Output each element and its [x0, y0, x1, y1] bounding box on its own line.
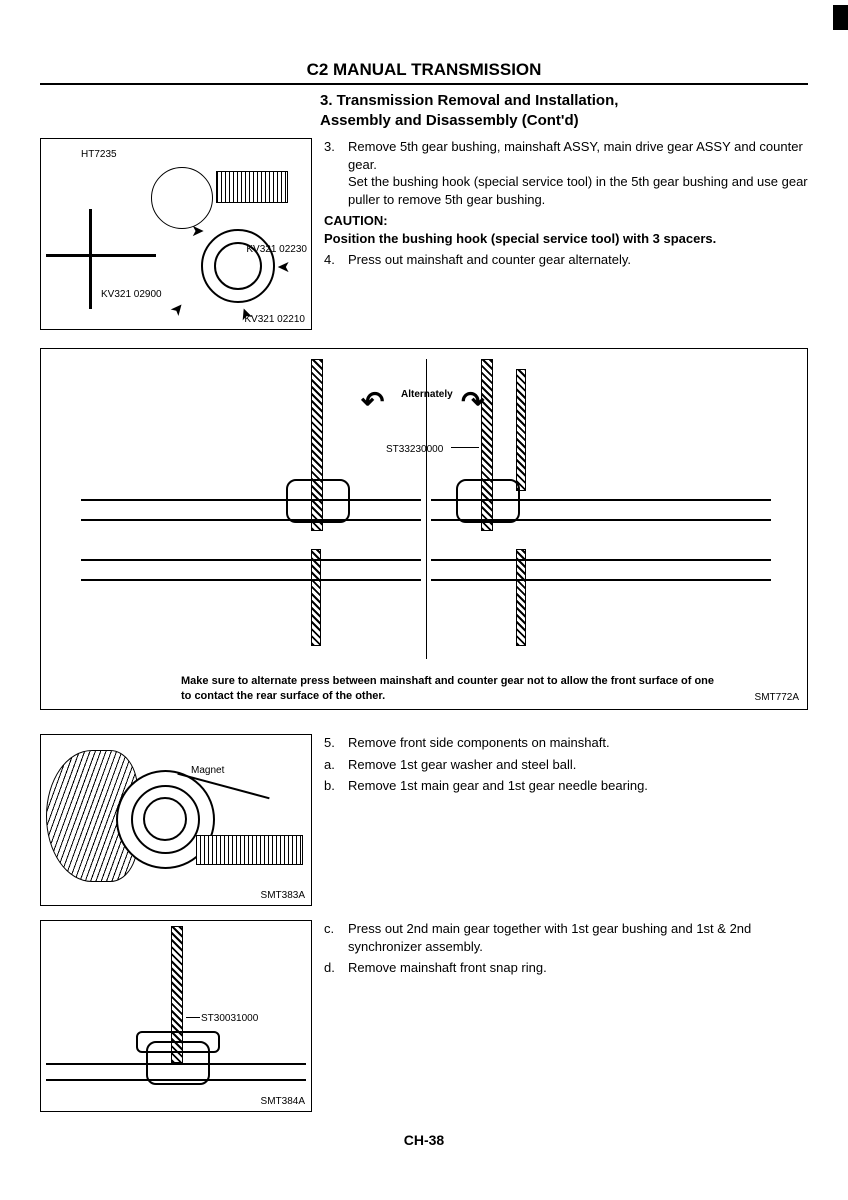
page: C2 MANUAL TRANSMISSION 3. Transmission R…: [0, 0, 848, 1178]
step-3-text2: Set the bushing hook (special service to…: [348, 174, 808, 207]
figure-1-schematic: HT7235 KV321 02230 KV321 02900 KV321 022…: [41, 139, 311, 329]
figure-4: ST30031000 SMT384A: [40, 920, 312, 1112]
case-line-top-l: [81, 499, 421, 501]
step-3-text1: Remove 5th gear bushing, mainshaft ASSY,…: [348, 139, 803, 172]
step-b-text: Remove 1st main gear and 1st gear needle…: [348, 777, 808, 795]
figure-3-schematic: Magnet: [41, 735, 311, 905]
step-b: b. Remove 1st main gear and 1st gear nee…: [324, 777, 808, 795]
caution-text: Position the bushing hook (special servi…: [324, 230, 808, 248]
step-number: 3.: [324, 138, 348, 208]
step-letter: a.: [324, 756, 348, 774]
fig4-tool-label: ST30031000: [201, 1013, 258, 1024]
figure-1: HT7235 KV321 02230 KV321 02900 KV321 022…: [40, 138, 312, 330]
figure-2-code: SMT772A: [755, 692, 799, 703]
section-title-line1: 3. Transmission Removal and Installation…: [320, 92, 618, 109]
page-header: C2 MANUAL TRANSMISSION: [40, 60, 808, 85]
leader-fig4: [186, 1017, 200, 1018]
gear-hub-r: [456, 479, 520, 523]
counter-left: [311, 549, 321, 646]
shaft-extend: [196, 835, 303, 865]
step-number: 5.: [324, 734, 348, 752]
row-4: ST30031000 SMT384A c. Press out 2nd main…: [40, 920, 808, 1112]
case-line-bot-l: [81, 519, 421, 521]
step-letter: d.: [324, 959, 348, 977]
corner-marker: [833, 5, 848, 30]
text-column-2: 5. Remove front side components on mains…: [324, 734, 808, 906]
counter-right-top: [516, 369, 526, 491]
figure-2-schematic: Alternately ↶ ↶ ST33230000: [41, 349, 807, 709]
case-line2-top-l: [81, 559, 421, 561]
step-d-text: Remove mainshaft front snap ring.: [348, 959, 808, 977]
step-letter: c.: [324, 920, 348, 955]
step-body: Remove 5th gear bushing, mainshaft ASSY,…: [348, 138, 808, 208]
arrow-right-icon: ↶: [461, 385, 484, 418]
arrow-left-icon: ↶: [361, 385, 384, 418]
arrow-icon: ➤: [166, 297, 190, 320]
case-line2-top-r: [431, 559, 771, 561]
case-line2-bot-r: [431, 579, 771, 581]
text-column-3: c. Press out 2nd main gear together with…: [324, 920, 808, 1112]
section-title-line2: Assembly and Disassembly (Cont'd): [320, 112, 579, 129]
center-divider: [426, 359, 427, 659]
fig2-tool-label: ST33230000: [386, 444, 443, 455]
page-number: CH-38: [40, 1132, 808, 1148]
text-column-1: 3. Remove 5th gear bushing, mainshaft AS…: [324, 138, 808, 330]
step-c: c. Press out 2nd main gear together with…: [324, 920, 808, 955]
arrow-icon: ➤: [277, 257, 290, 277]
case-line2-bot-l: [81, 579, 421, 581]
row-3: Magnet SMT383A 5. Remove front side comp…: [40, 734, 808, 906]
step-number: 4.: [324, 251, 348, 269]
step-a-text: Remove 1st gear washer and steel ball.: [348, 756, 808, 774]
step-4-text: Press out mainshaft and counter gear alt…: [348, 251, 808, 269]
arrow-icon: ➤: [191, 221, 204, 241]
row-1: HT7235 KV321 02230 KV321 02900 KV321 022…: [40, 138, 808, 330]
gear-top-fig4: [136, 1031, 220, 1053]
step-letter: b.: [324, 777, 348, 795]
figure-3: Magnet SMT383A: [40, 734, 312, 906]
leader-line: [451, 447, 479, 448]
figure-4-code: SMT384A: [261, 1096, 305, 1107]
figure-2-caption: Make sure to alternate press between mai…: [181, 674, 727, 703]
step-5: 5. Remove front side components on mains…: [324, 734, 808, 752]
puller-bar: [46, 254, 156, 257]
step-3: 3. Remove 5th gear bushing, mainshaft AS…: [324, 138, 808, 208]
fig3-magnet-label: Magnet: [191, 765, 224, 776]
counter-right: [516, 549, 526, 646]
gear-ring-inner: [143, 797, 187, 841]
step-d: d. Remove mainshaft front snap ring.: [324, 959, 808, 977]
step-a: a. Remove 1st gear washer and steel ball…: [324, 756, 808, 774]
figure-3-code: SMT383A: [261, 890, 305, 901]
step-5-text: Remove front side components on mainshaf…: [348, 734, 808, 752]
shaft-teeth: [216, 171, 288, 203]
figure-4-schematic: ST30031000: [41, 921, 311, 1111]
assy-gear: [151, 167, 213, 229]
fig1-label-ht: HT7235: [81, 149, 117, 160]
fig1-label-kv1: KV321 02230: [246, 244, 307, 255]
puller-handle: [89, 209, 92, 309]
caution-label: CAUTION:: [324, 212, 808, 230]
fig2-alternately: Alternately: [401, 389, 453, 400]
section-title: 3. Transmission Removal and Installation…: [320, 91, 808, 130]
step-c-text: Press out 2nd main gear together with 1s…: [348, 920, 808, 955]
step-4: 4. Press out mainshaft and counter gear …: [324, 251, 808, 269]
figure-2: Alternately ↶ ↶ ST33230000 Make sure to …: [40, 348, 808, 710]
gear-hub-l: [286, 479, 350, 523]
fig1-label-kv2: KV321 02900: [101, 289, 162, 300]
